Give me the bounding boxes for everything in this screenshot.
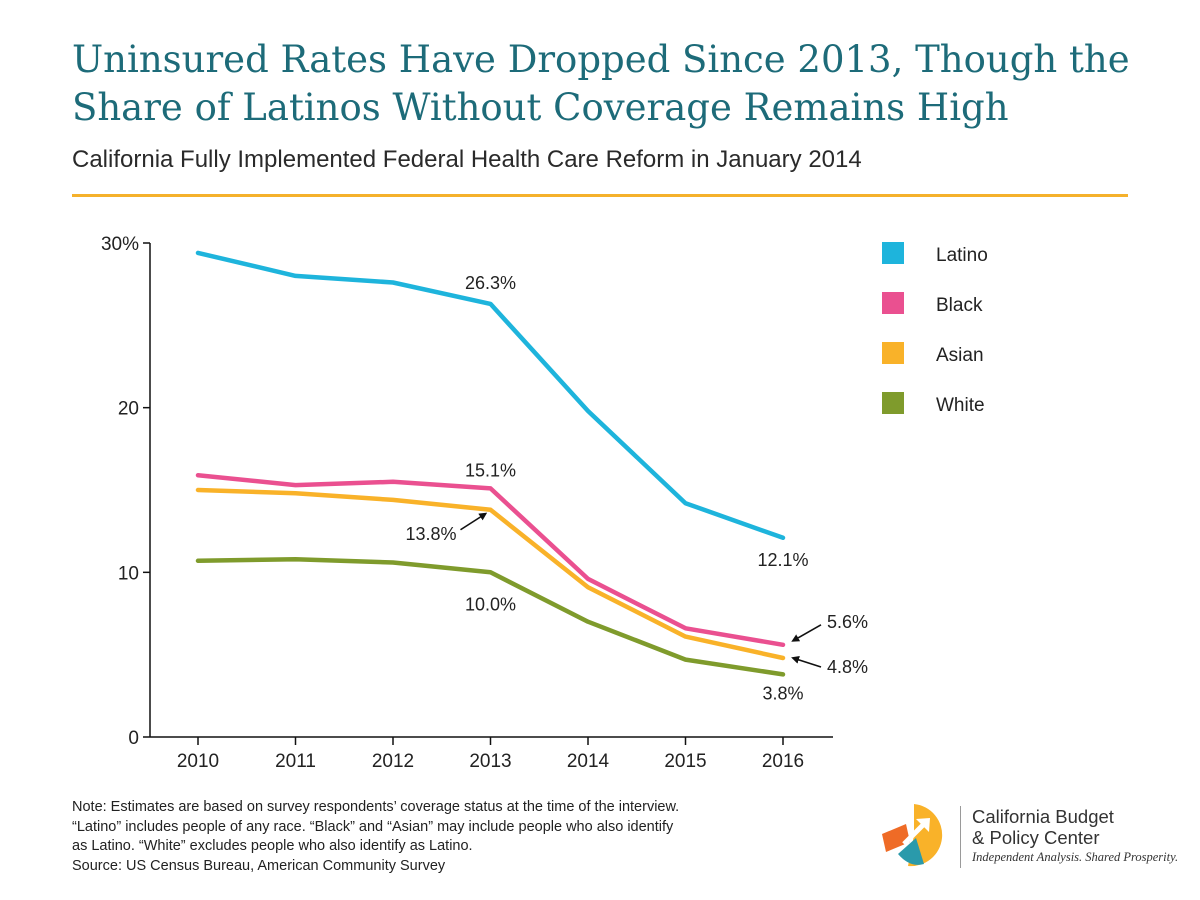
legend-label-black: Black	[936, 295, 983, 316]
y-tick-label-0: 0	[128, 728, 139, 749]
chart-note: Note: Estimates are based on survey resp…	[72, 798, 792, 876]
data-label-white-2016: 3.8%	[762, 683, 803, 703]
x-tick-label-2014: 2014	[567, 751, 610, 772]
org-name-line-1: California Budget	[972, 806, 1114, 827]
header-divider	[72, 194, 1128, 197]
legend-swatch-white	[882, 392, 904, 414]
org-name: California Budget & Policy Center	[972, 806, 1114, 848]
org-tagline: Independent Analysis. Shared Prosperity.	[972, 850, 1179, 864]
legend-label-white: White	[936, 395, 985, 416]
x-tick-label-2011: 2011	[275, 751, 316, 772]
legend-label-latino: Latino	[936, 245, 988, 266]
data-label-black-2013: 15.1%	[465, 460, 516, 480]
note-line-1: Note: Estimates are based on survey resp…	[72, 799, 680, 815]
legend-label-asian: Asian	[936, 345, 984, 366]
title-line-2: Share of Latinos Without Coverage Remain…	[72, 86, 1009, 129]
source-line: Source: US Census Bureau, American Commu…	[72, 857, 446, 874]
org-name-line-2: & Policy Center	[972, 827, 1100, 848]
logo-teal-segment	[898, 838, 924, 865]
logo-arrow-head	[916, 818, 930, 832]
logo-orange-segment	[882, 824, 910, 852]
series-line-black	[195, 472, 786, 648]
line-chart: 0 10 20 30% 2010 2011 2012 2013 2014 2015 2016 26.…	[101, 234, 988, 772]
y-tick-label-30: 30%	[101, 234, 139, 255]
chart-axes: 0 10 20 30% 2010 2011 2012 2013 2014 2015 2016	[101, 234, 833, 772]
chart-title: Uninsured Rates Have Dropped Since 2013,…	[72, 36, 1152, 132]
y-tick-label-10: 10	[118, 563, 139, 584]
data-labels: 26.3% 15.1% 13.8% 10.0% 12.1% 5.6% 4.8% 3.8%	[405, 273, 868, 704]
logo-divider	[960, 806, 961, 868]
chart-series	[195, 250, 786, 677]
x-tick-label-2012: 2012	[372, 751, 414, 772]
series-line-white	[195, 556, 786, 677]
x-tick-label-2013: 2013	[469, 751, 511, 772]
cbpc-logo-icon	[882, 804, 943, 867]
chart-legend: Latino Black Asian White	[882, 242, 988, 416]
logo-arrow-stem	[902, 820, 928, 846]
annotation-arrow-black-2016	[791, 624, 822, 642]
data-label-asian-2016: 4.8%	[827, 657, 868, 677]
legend-swatch-black	[882, 292, 904, 314]
data-label-asian-2013: 13.8%	[405, 524, 456, 544]
title-line-1: Uninsured Rates Have Dropped Since 2013,…	[72, 38, 1130, 81]
x-tick-label-2015: 2015	[664, 751, 706, 772]
series-line-latino	[195, 250, 786, 541]
x-tick-label-2010: 2010	[177, 751, 219, 772]
x-tick-label-2016: 2016	[762, 751, 804, 772]
note-line-2: “Latino” includes people of any race. “B…	[72, 818, 674, 835]
data-label-latino-2016: 12.1%	[757, 550, 808, 570]
note-line-3: as Latino. “White” excludes people who a…	[72, 838, 473, 854]
annotation-arrow-asian-2016	[791, 655, 822, 668]
series-line-asian	[195, 487, 786, 661]
data-label-black-2016: 5.6%	[827, 612, 868, 632]
legend-swatch-latino	[882, 242, 904, 264]
y-tick-label-20: 20	[118, 399, 139, 420]
legend-swatch-asian	[882, 342, 904, 364]
data-label-white-2013: 10.0%	[465, 594, 516, 614]
chart-subtitle: California Fully Implemented Federal Hea…	[72, 146, 862, 173]
annotation-arrow-asian-2013	[460, 512, 488, 531]
data-label-latino-2013: 26.3%	[465, 273, 516, 293]
